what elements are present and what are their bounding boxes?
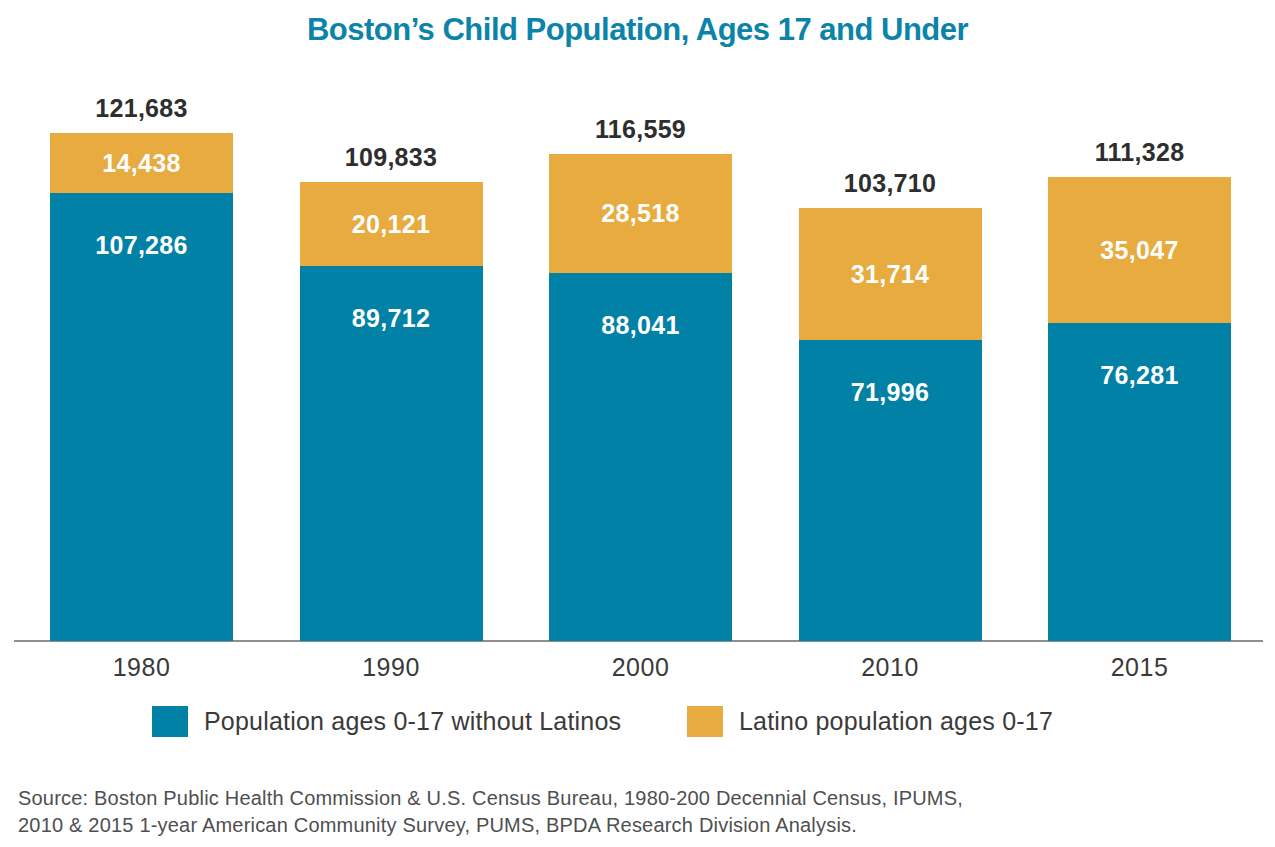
value-label-nonlatino-2000: 88,041 [549, 311, 732, 340]
bar-segment-latino-1990: 20,121 [300, 182, 483, 266]
bar-stack-2015: 35,047 76,281 [1048, 177, 1231, 641]
source-line-1: Source: Boston Public Health Commission … [18, 785, 963, 812]
bar-segment-nonlatino-1980: 107,286 [50, 193, 233, 641]
bar-segment-nonlatino-2015: 76,281 [1048, 323, 1231, 641]
legend-label-nonlatino: Population ages 0-17 without Latinos [204, 707, 621, 736]
legend-label-latino: Latino population ages 0-17 [739, 707, 1053, 736]
bar-stack-2000: 28,518 88,041 [549, 154, 732, 641]
value-label-nonlatino-2010: 71,996 [799, 378, 982, 407]
value-label-nonlatino-2015: 76,281 [1048, 361, 1231, 390]
x-axis-label-1990: 1990 [300, 653, 483, 682]
value-label-latino-1980: 14,438 [102, 149, 180, 178]
total-label-1980: 121,683 [25, 94, 258, 123]
total-label-2015: 111,328 [1023, 138, 1256, 167]
value-label-nonlatino-1990: 89,712 [300, 304, 483, 333]
bar-stack-2010: 31,714 71,996 [799, 208, 982, 641]
bar-segment-latino-2010: 31,714 [799, 208, 982, 340]
bar-column-2015: 111,32835,04776,281 [1048, 88, 1231, 641]
bar-column-1980: 121,68314,438107,286 [50, 88, 233, 641]
legend-item-latino: Latino population ages 0-17 [687, 706, 1053, 737]
chart-title: Boston’s Child Population, Ages 17 and U… [0, 12, 1275, 48]
value-label-latino-2015: 35,047 [1100, 236, 1178, 265]
x-axis-label-2010: 2010 [799, 653, 982, 682]
value-label-latino-1990: 20,121 [352, 210, 430, 239]
value-label-latino-2000: 28,518 [601, 199, 679, 228]
bar-segment-nonlatino-2010: 71,996 [799, 340, 982, 641]
legend-swatch-nonlatino-icon [152, 706, 188, 737]
bars-row: 121,68314,438107,286109,83320,12189,7121… [50, 88, 1231, 641]
legend-item-nonlatino: Population ages 0-17 without Latinos [152, 706, 621, 737]
bar-stack-1980: 14,438 107,286 [50, 133, 233, 641]
source-note: Source: Boston Public Health Commission … [18, 785, 963, 839]
value-label-nonlatino-1980: 107,286 [50, 231, 233, 260]
x-axis-labels: 1980 1990 2000 2010 2015 [50, 653, 1231, 682]
total-label-2000: 116,559 [524, 115, 757, 144]
chart-canvas: Boston’s Child Population, Ages 17 and U… [0, 0, 1275, 847]
x-axis-label-2000: 2000 [549, 653, 732, 682]
x-axis-label-1980: 1980 [50, 653, 233, 682]
bar-segment-latino-1980: 14,438 [50, 133, 233, 193]
source-line-2: 2010 & 2015 1-year American Community Su… [18, 812, 963, 839]
total-label-1990: 109,833 [275, 143, 508, 172]
legend: Population ages 0-17 without Latinos Lat… [0, 706, 1275, 738]
bar-segment-nonlatino-2000: 88,041 [549, 273, 732, 641]
bar-segment-latino-2015: 35,047 [1048, 177, 1231, 323]
bar-stack-1990: 20,121 89,712 [300, 182, 483, 641]
legend-swatch-latino-icon [687, 706, 723, 737]
total-label-2010: 103,710 [774, 169, 1007, 198]
value-label-latino-2010: 31,714 [851, 260, 929, 289]
plot-area: 121,68314,438107,286109,83320,12189,7121… [50, 88, 1231, 641]
bar-column-2010: 103,71031,71471,996 [799, 88, 982, 641]
bar-column-1990: 109,83320,12189,712 [300, 88, 483, 641]
bar-column-2000: 116,55928,51888,041 [549, 88, 732, 641]
x-axis-label-2015: 2015 [1048, 653, 1231, 682]
bar-segment-nonlatino-1990: 89,712 [300, 266, 483, 641]
bar-segment-latino-2000: 28,518 [549, 154, 732, 273]
